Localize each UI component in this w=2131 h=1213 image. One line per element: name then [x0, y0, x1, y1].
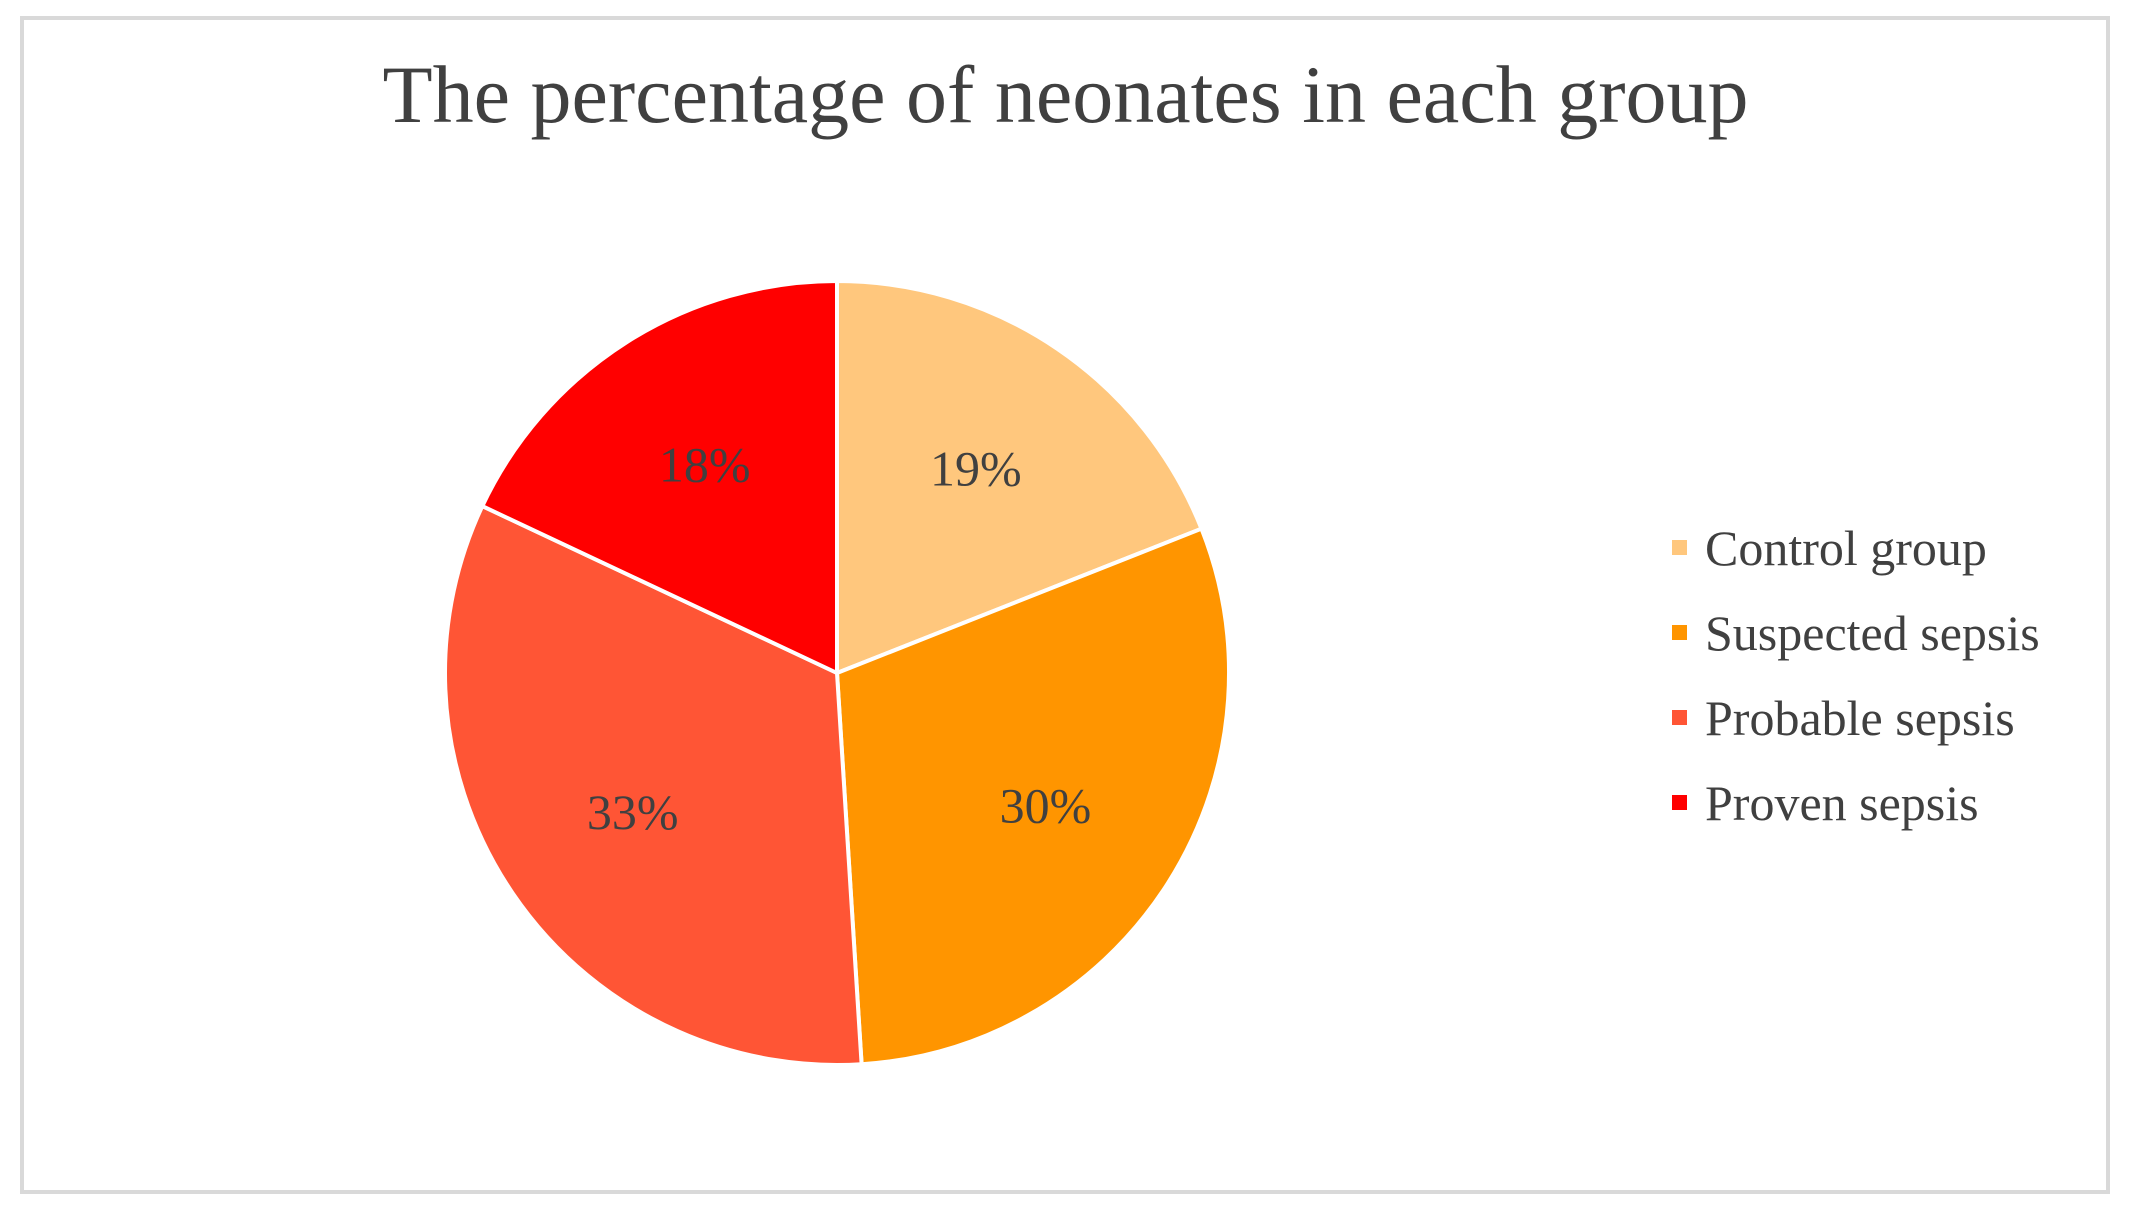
data-label-control-group: 19% [930, 441, 1022, 497]
legend-label-probable-sepsis: Probable sepsis [1705, 689, 2015, 746]
legend: Control group Suspected sepsis Probable … [1672, 505, 2040, 845]
data-label-suspected-sepsis: 30% [1000, 777, 1092, 833]
legend-item-probable-sepsis: Probable sepsis [1672, 675, 2040, 760]
legend-item-control-group: Control group [1672, 505, 2040, 590]
pie-slice-probable-sepsis [443, 504, 864, 1067]
pie-data-labels: 19% 30% 33% 18% [587, 436, 1091, 839]
legend-label-control-group: Control group [1705, 519, 1987, 576]
legend-swatch-suspected-sepsis [1672, 625, 1687, 640]
data-label-probable-sepsis: 33% [587, 784, 679, 840]
legend-label-proven-sepsis: Proven sepsis [1705, 774, 1979, 831]
data-label-proven-sepsis: 18% [659, 436, 751, 492]
pie-slice-suspected-sepsis [835, 526, 1231, 1067]
pie-slice-control-group [835, 279, 1204, 675]
legend-item-suspected-sepsis: Suspected sepsis [1672, 590, 2040, 675]
chart-title: The percentage of neonates in each group [382, 49, 1749, 140]
legend-label-suspected-sepsis: Suspected sepsis [1705, 604, 2040, 661]
pie-slice-proven-sepsis [480, 279, 839, 675]
legend-swatch-control-group [1672, 540, 1687, 555]
legend-swatch-probable-sepsis [1672, 710, 1687, 725]
legend-swatch-proven-sepsis [1672, 795, 1687, 810]
pie-slices [443, 279, 1231, 1067]
legend-item-proven-sepsis: Proven sepsis [1672, 760, 2040, 845]
